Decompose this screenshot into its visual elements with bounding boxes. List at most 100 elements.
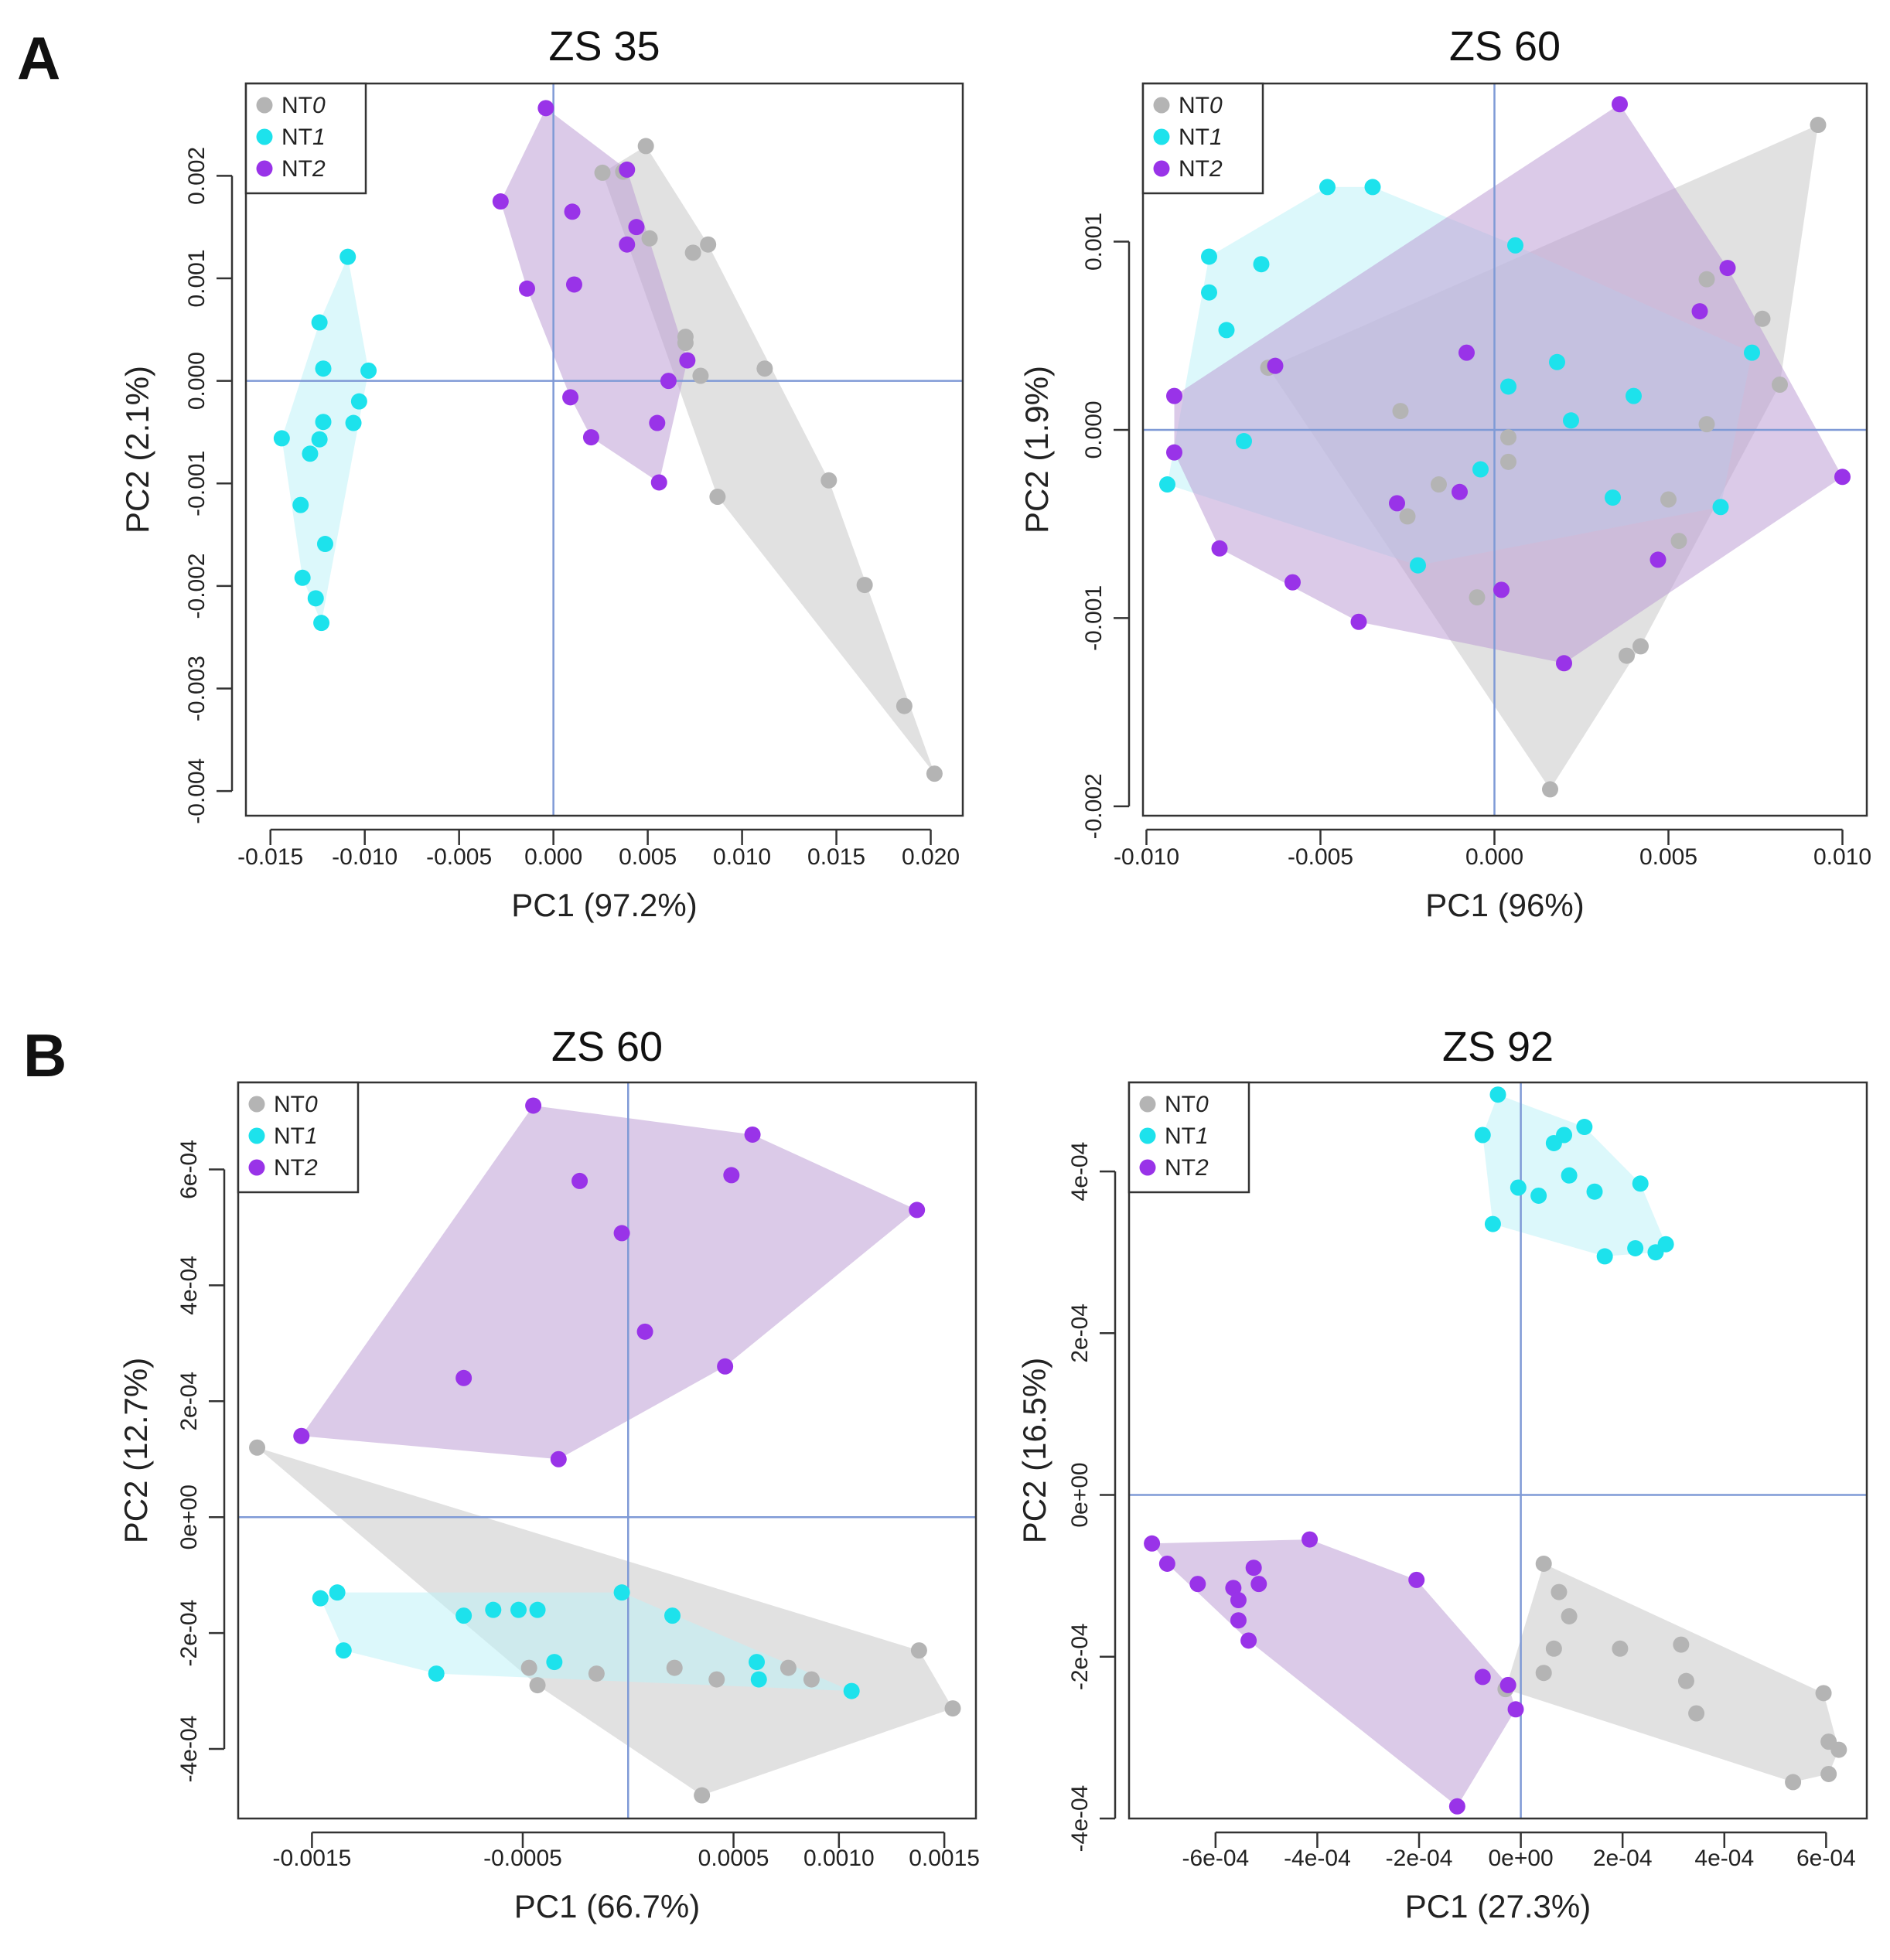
point-nt2 <box>613 1225 630 1242</box>
legend-label-nt2: NT2 <box>1179 156 1223 182</box>
point-nt1 <box>529 1601 546 1618</box>
point-nt1 <box>313 615 330 632</box>
point-nt1 <box>1489 1086 1506 1103</box>
y-tick-label: -4e-04 <box>1067 1785 1093 1853</box>
point-nt2 <box>550 1450 567 1467</box>
x-tick-label: 0.000 <box>1465 844 1523 870</box>
legend-label-nt0: NT0 <box>1179 93 1223 118</box>
point-nt0 <box>1820 1765 1837 1782</box>
y-tick-label: 0.000 <box>184 352 210 410</box>
point-nt1 <box>1474 1127 1491 1144</box>
point-nt1 <box>428 1665 445 1682</box>
point-nt2 <box>909 1202 926 1219</box>
point-nt0 <box>1677 1672 1694 1689</box>
point-nt1 <box>335 1642 352 1659</box>
point-nt0 <box>709 489 726 506</box>
x-tick-label: 0.0015 <box>909 1846 980 1871</box>
point-nt0 <box>684 244 701 261</box>
point-nt0 <box>1535 1555 1552 1572</box>
point-nt1 <box>1586 1183 1603 1200</box>
point-nt2 <box>1556 655 1572 672</box>
legend-label-nt2: NT2 <box>274 1155 318 1181</box>
point-nt0 <box>1815 1685 1832 1702</box>
x-tick-label: 0.020 <box>902 844 960 870</box>
point-nt1 <box>1159 476 1175 493</box>
point-nt0 <box>1632 638 1649 655</box>
point-nt0 <box>926 765 943 782</box>
point-nt2 <box>679 352 696 369</box>
point-nt2 <box>293 1427 310 1444</box>
point-nt0 <box>529 1677 546 1694</box>
x-tick-label: -4e-04 <box>1284 1846 1351 1871</box>
legend-label-nt1: NT1 <box>1165 1123 1209 1149</box>
point-nt2 <box>1166 444 1182 461</box>
point-nt1 <box>1472 461 1489 478</box>
point-nt2 <box>1458 344 1475 361</box>
point-nt2 <box>1649 551 1667 568</box>
point-nt1 <box>1576 1119 1593 1136</box>
legend-marker-nt2 <box>256 160 273 177</box>
chart-title: ZS 60 <box>1449 23 1561 70</box>
point-nt2 <box>525 1097 542 1114</box>
point-nt2 <box>1284 574 1301 591</box>
point-nt2 <box>582 429 599 446</box>
point-nt1 <box>350 393 367 410</box>
legend-marker-nt0 <box>256 97 273 114</box>
x-tick-label: -0.015 <box>237 844 303 870</box>
legend-marker-nt2 <box>1139 1159 1156 1176</box>
hull-nt0 <box>1505 1563 1839 1782</box>
y-tick-label: -0.001 <box>184 451 210 516</box>
x-tick-label: 0.015 <box>807 844 865 870</box>
x-tick-label: -0.0005 <box>483 1846 562 1871</box>
point-nt2 <box>565 276 582 293</box>
point-nt0 <box>780 1659 797 1676</box>
x-tick-label: 0e+00 <box>1488 1846 1553 1871</box>
x-tick-label: 0.000 <box>524 844 582 870</box>
point-nt1 <box>315 360 332 377</box>
point-nt0 <box>1535 1665 1552 1682</box>
x-axis-title: PC1 (27.3%) <box>1405 1888 1591 1924</box>
point-nt0 <box>1810 117 1827 134</box>
point-nt2 <box>636 1323 653 1340</box>
point-nt0 <box>1542 781 1558 798</box>
point-nt1 <box>1484 1215 1501 1232</box>
point-nt0 <box>1561 1607 1578 1624</box>
legend: NT0 NT1 NT2 <box>237 1081 360 1194</box>
y-tick-label: 0e+00 <box>176 1484 202 1549</box>
point-nt2 <box>1158 1555 1175 1572</box>
point-nt2 <box>562 389 579 406</box>
point-nt1 <box>345 414 362 431</box>
y-tick-label: 6e-04 <box>176 1140 202 1199</box>
point-nt0 <box>1772 377 1788 394</box>
group-hulls <box>281 107 935 774</box>
point-nt0 <box>1673 1636 1690 1653</box>
point-nt0 <box>896 697 913 714</box>
point-nt2 <box>1144 1535 1161 1552</box>
point-nt1 <box>1627 1239 1644 1256</box>
panel-label-b: B <box>23 1021 67 1089</box>
point-nt0 <box>1431 476 1447 493</box>
legend-label-nt2: NT2 <box>1165 1155 1209 1181</box>
legend-label-nt0: NT0 <box>274 1092 318 1117</box>
point-nt2 <box>744 1126 761 1143</box>
legend-marker-nt0 <box>248 1096 265 1113</box>
y-tick-label: -0.002 <box>1081 773 1107 839</box>
hull-nt0 <box>602 145 935 774</box>
y-tick-label: 0.002 <box>184 147 210 205</box>
point-nt0 <box>1688 1705 1705 1722</box>
legend-marker-nt1 <box>1153 128 1170 145</box>
chart-title: ZS 92 <box>1442 1024 1554 1070</box>
point-nt2 <box>1507 1701 1524 1718</box>
point-nt0 <box>1754 310 1771 327</box>
point-nt1 <box>302 445 319 462</box>
chart-panel-1: ZS 35 -0.015 -0.010 -0.005 0.000 0.005 0.010 0.… <box>119 23 964 923</box>
point-nt1 <box>1563 412 1579 429</box>
y-tick-label: -2e-04 <box>176 1600 202 1667</box>
point-nt0 <box>1619 647 1635 664</box>
point-nt0 <box>1399 508 1416 525</box>
point-nt1 <box>546 1654 563 1671</box>
point-nt0 <box>1660 491 1677 508</box>
point-nt1 <box>1744 344 1760 361</box>
point-nt0 <box>756 360 773 377</box>
point-nt2 <box>1612 96 1628 113</box>
